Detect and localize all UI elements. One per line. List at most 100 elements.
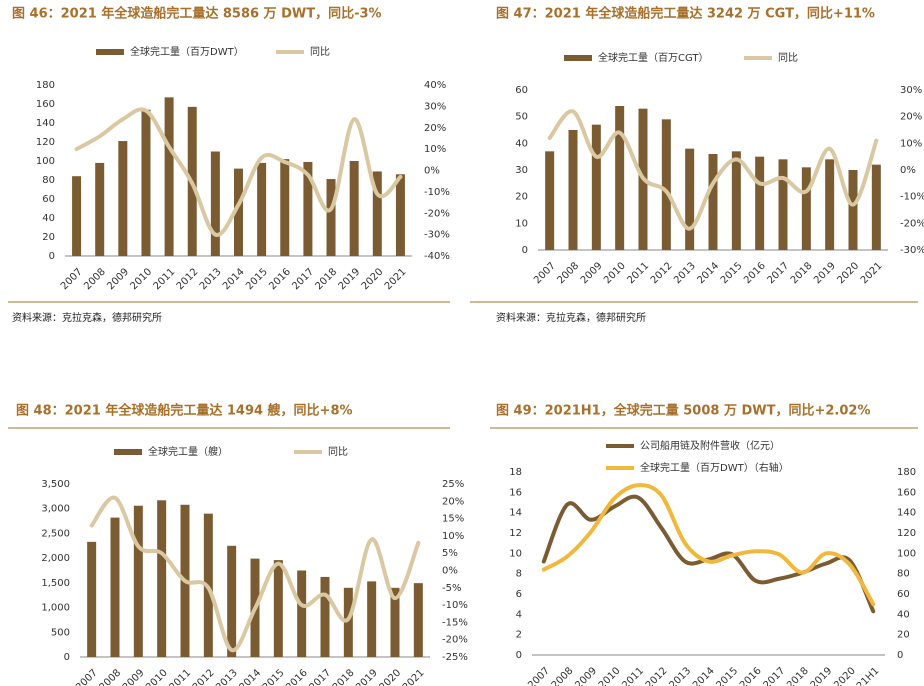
x-tick-label: 2007 bbox=[526, 665, 552, 686]
x-tick-label: 2015 bbox=[719, 260, 745, 286]
tick-label: 0% bbox=[900, 165, 916, 176]
x-tick-label: 2013 bbox=[198, 266, 224, 292]
legend-label: 全球完工量（百万DWT）（右轴） bbox=[640, 461, 789, 474]
tick-label: -20% bbox=[900, 218, 924, 229]
x-tick-label: 2020 bbox=[360, 266, 386, 292]
x-tick-label: 2018 bbox=[313, 266, 339, 292]
tick-label: 10 bbox=[509, 548, 522, 559]
tick-label: 6 bbox=[516, 589, 522, 600]
x-tick-label: 2009 bbox=[121, 667, 147, 686]
bar bbox=[708, 154, 718, 250]
tick-label: 120 bbox=[897, 528, 916, 539]
line bbox=[74, 107, 403, 237]
bar bbox=[591, 124, 601, 250]
x-tick-label: 2007 bbox=[532, 260, 558, 286]
tick-label: 0 bbox=[897, 650, 903, 661]
bar bbox=[326, 179, 336, 256]
x-tick-label: 2012 bbox=[175, 266, 201, 292]
tick-label: -20% bbox=[424, 208, 450, 219]
bar bbox=[372, 171, 382, 256]
bar bbox=[227, 545, 237, 657]
chart-title: 图 48：2021 年全球造船完工量达 1494 艘，同比+8% bbox=[16, 403, 353, 419]
tick-label: 0% bbox=[424, 166, 440, 177]
tick-label: 5% bbox=[442, 548, 458, 559]
x-tick-label: 2017 bbox=[307, 667, 333, 686]
tick-label: 20 bbox=[42, 232, 55, 243]
tick-label: 80 bbox=[897, 569, 910, 580]
tick-label: 180 bbox=[36, 80, 55, 91]
x-tick-label: 2016 bbox=[738, 665, 764, 686]
x-tick-label: 2019 bbox=[812, 260, 838, 286]
x-tick-label: 2019 bbox=[809, 665, 835, 686]
tick-label: 25% bbox=[442, 479, 464, 490]
bar bbox=[545, 151, 555, 250]
x-tick-label: 2014 bbox=[237, 667, 263, 686]
bar bbox=[110, 517, 120, 657]
tick-label: 18 bbox=[509, 467, 522, 478]
x-tick-label: 2010 bbox=[602, 260, 628, 286]
line bbox=[541, 483, 876, 607]
bar bbox=[825, 159, 835, 250]
x-tick-label: 2010 bbox=[144, 667, 170, 686]
tick-label: -10% bbox=[424, 187, 450, 198]
bar bbox=[349, 161, 359, 256]
tick-label: -20% bbox=[442, 635, 468, 646]
tick-label: 30 bbox=[515, 165, 528, 176]
x-tick-label: 2009 bbox=[573, 665, 599, 686]
tick-label: 160 bbox=[36, 99, 55, 110]
bar bbox=[615, 106, 625, 250]
tick-label: 80 bbox=[42, 175, 55, 186]
legend-swatch bbox=[564, 55, 592, 61]
x-tick-label: 2012 bbox=[649, 260, 675, 286]
tick-label: 20 bbox=[515, 192, 528, 203]
line bbox=[547, 109, 879, 231]
bar bbox=[731, 151, 741, 250]
bar bbox=[118, 141, 128, 256]
bar bbox=[133, 505, 143, 657]
bar bbox=[343, 587, 353, 657]
x-tick-label: 2014 bbox=[221, 266, 247, 292]
bar bbox=[95, 162, 105, 256]
x-tick-label: 2007 bbox=[74, 667, 100, 686]
x-tick-label: 2020 bbox=[832, 665, 858, 686]
x-tick-label: 2021 bbox=[383, 266, 409, 292]
tick-label: 10% bbox=[900, 138, 922, 149]
source-note: 资料来源：克拉克森，德邦研究所 bbox=[496, 311, 646, 324]
tick-label: 12 bbox=[509, 528, 522, 539]
x-tick-label: 2008 bbox=[555, 260, 581, 286]
tick-label: 0 bbox=[64, 652, 70, 663]
tick-label: 60 bbox=[42, 194, 55, 205]
tick-label: 10% bbox=[424, 144, 446, 155]
x-tick-label: 2008 bbox=[97, 667, 123, 686]
tick-label: -30% bbox=[900, 245, 924, 256]
bar bbox=[568, 130, 578, 250]
x-tick-label: 2008 bbox=[550, 665, 576, 686]
bar bbox=[413, 583, 423, 657]
x-tick-label: 2011 bbox=[625, 260, 651, 286]
tick-label: 15% bbox=[442, 514, 464, 525]
tick-label: 10% bbox=[442, 531, 464, 542]
x-tick-label: 2017 bbox=[762, 665, 788, 686]
x-tick-label: 2017 bbox=[290, 266, 316, 292]
legend-swatch bbox=[114, 449, 142, 455]
tick-label: 500 bbox=[51, 627, 70, 638]
x-tick-label: 2010 bbox=[128, 266, 154, 292]
tick-label: 100 bbox=[897, 548, 916, 559]
tick-label: 140 bbox=[36, 118, 55, 129]
tick-label: 100 bbox=[36, 156, 55, 167]
bar bbox=[367, 581, 377, 657]
bar bbox=[72, 176, 82, 256]
tick-label: 20% bbox=[442, 496, 464, 507]
tick-label: 40 bbox=[897, 609, 910, 620]
bar bbox=[685, 148, 695, 250]
x-tick-label: 2017 bbox=[765, 260, 791, 286]
chart-title: 图 46：2021 年全球造船完工量达 8586 万 DWT，同比-3% bbox=[12, 6, 382, 22]
tick-label: 4 bbox=[516, 609, 522, 620]
x-tick-label: 2009 bbox=[105, 266, 131, 292]
bar bbox=[257, 162, 267, 256]
tick-label: 20 bbox=[897, 630, 910, 641]
bar bbox=[164, 97, 174, 256]
legend-label: 全球完工量（百万DWT） bbox=[130, 45, 244, 58]
bar bbox=[157, 500, 167, 657]
